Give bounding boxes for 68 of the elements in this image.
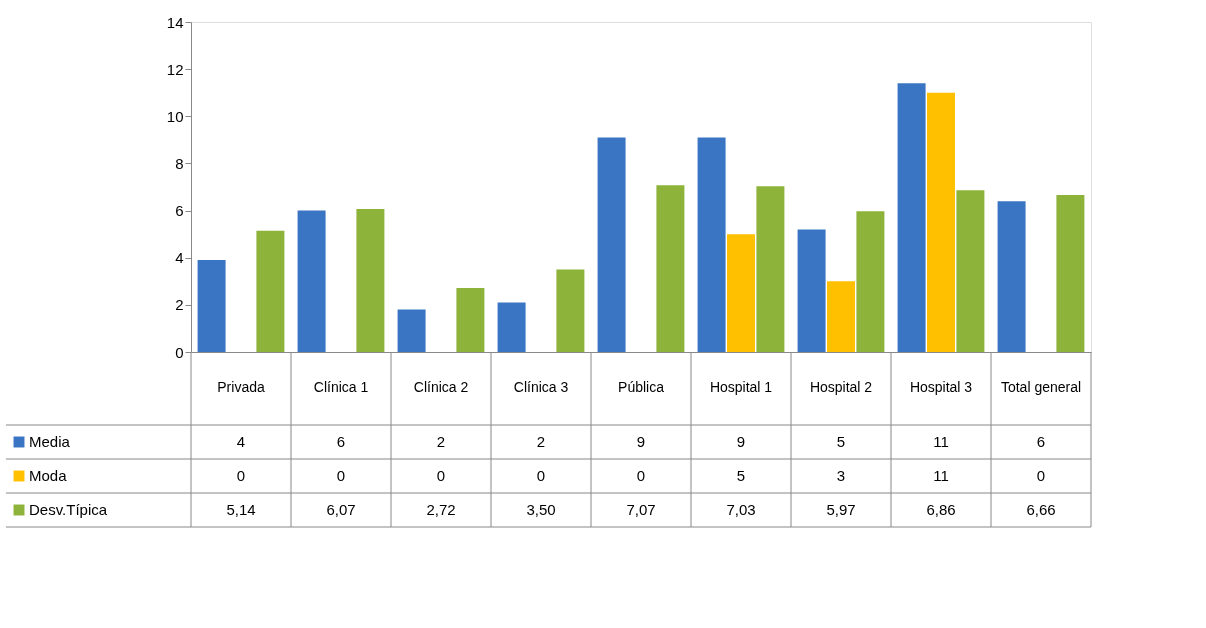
bar bbox=[897, 83, 926, 352]
x-tick-label: Hospital 2 bbox=[809, 378, 873, 395]
data-label: 7,07 bbox=[626, 501, 656, 518]
data-label: 11 bbox=[933, 467, 949, 484]
y-tick-label: 12 bbox=[166, 60, 184, 78]
x-tick-label: Clínica 3 bbox=[513, 378, 569, 395]
bar bbox=[1056, 195, 1085, 352]
data-label: 2 bbox=[436, 433, 446, 450]
data-label: 7,03 bbox=[726, 501, 756, 518]
bar bbox=[656, 185, 685, 352]
data-label: 0 bbox=[436, 467, 446, 484]
data-label: 9 bbox=[636, 433, 646, 450]
y-tick-label: 10 bbox=[166, 107, 184, 125]
bar bbox=[856, 211, 885, 352]
bar bbox=[927, 92, 955, 352]
data-label: 0 bbox=[1036, 467, 1046, 484]
x-tick-label: Hospital 3 bbox=[909, 378, 973, 395]
data-label: 4 bbox=[236, 433, 246, 450]
x-tick-label: Pública bbox=[618, 378, 665, 395]
data-label: 6 bbox=[336, 433, 346, 450]
data-label: 6,07 bbox=[326, 501, 356, 518]
data-label: 5 bbox=[836, 433, 846, 450]
y-tick-label: 0 bbox=[175, 343, 184, 361]
y-tick-label: 2 bbox=[175, 296, 184, 314]
data-label: 0 bbox=[336, 467, 346, 484]
bar bbox=[956, 190, 985, 352]
data-label: 2 bbox=[536, 433, 546, 450]
bar bbox=[697, 137, 726, 352]
data-label: 3,50 bbox=[526, 501, 556, 518]
legend-label: Desv.Típica bbox=[29, 501, 108, 518]
bar bbox=[497, 302, 526, 352]
data-label: 9 bbox=[736, 433, 746, 450]
data-label: 0 bbox=[536, 467, 546, 484]
data-label: 6,66 bbox=[1026, 501, 1056, 518]
bar bbox=[456, 287, 485, 352]
bar bbox=[297, 210, 326, 352]
bar bbox=[356, 208, 385, 352]
data-label: 0 bbox=[236, 467, 246, 484]
bar bbox=[397, 309, 426, 352]
legend-label: Media bbox=[29, 433, 71, 450]
x-tick-label: Clínica 2 bbox=[413, 378, 469, 395]
data-label: 3 bbox=[836, 467, 846, 484]
data-label: 0 bbox=[636, 467, 646, 484]
bar bbox=[827, 281, 855, 352]
bar bbox=[256, 230, 285, 352]
bar bbox=[797, 229, 826, 352]
bar bbox=[556, 269, 585, 352]
data-label: 5 bbox=[736, 467, 746, 484]
x-tick-label: Total general bbox=[1000, 378, 1082, 395]
bar bbox=[756, 186, 785, 352]
bar bbox=[197, 260, 226, 352]
data-label: 5,14 bbox=[226, 501, 256, 518]
bar bbox=[727, 234, 755, 352]
legend-label: Moda bbox=[29, 467, 68, 484]
bar bbox=[597, 137, 626, 352]
x-tick-label: Hospital 1 bbox=[709, 378, 773, 395]
y-tick-label: 4 bbox=[175, 249, 184, 267]
data-label: 6 bbox=[1036, 433, 1046, 450]
x-tick-label: Clínica 1 bbox=[313, 378, 369, 395]
y-tick-label: 8 bbox=[175, 154, 184, 172]
y-tick-label: 14 bbox=[166, 13, 184, 31]
x-tick-label: Privada bbox=[217, 378, 265, 395]
bar bbox=[997, 201, 1026, 352]
data-label: 2,72 bbox=[426, 501, 456, 518]
y-tick-label: 6 bbox=[175, 202, 184, 220]
data-label: 6,86 bbox=[926, 501, 956, 518]
data-label: 5,97 bbox=[826, 501, 856, 518]
data-label: 11 bbox=[933, 433, 949, 450]
